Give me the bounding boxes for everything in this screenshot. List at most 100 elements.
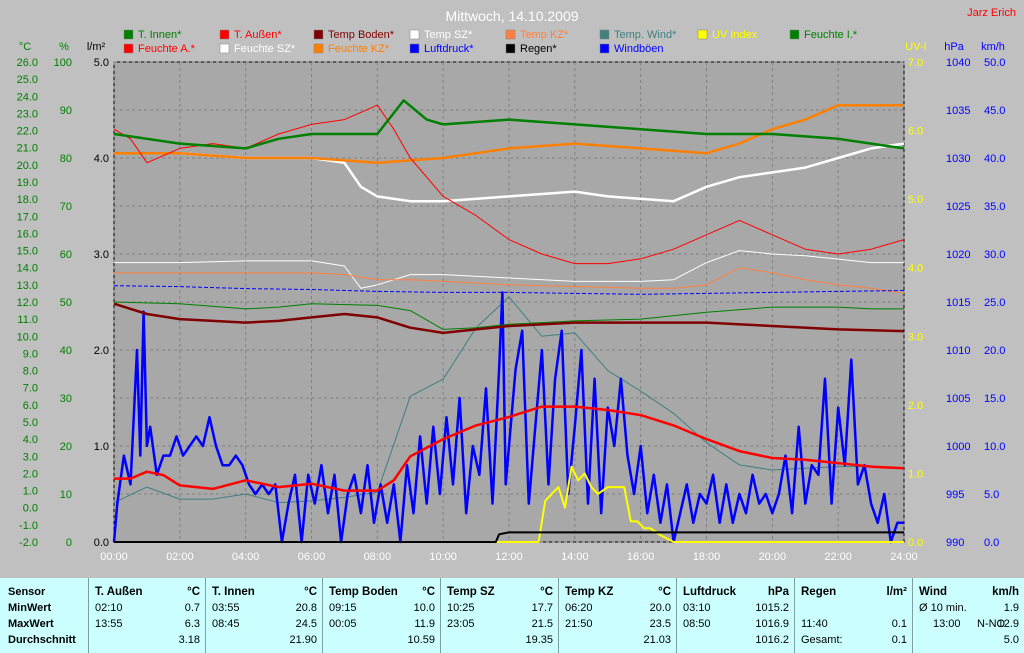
temp-tick-label: 24.0 <box>17 91 38 103</box>
stats-max-time: 23:05 <box>447 618 475 630</box>
temp-tick-label: 8.0 <box>23 366 38 378</box>
stats-column: Temp KZ °C 06:20 20.0 21:50 23.5 21.03 <box>558 578 677 653</box>
stats-min-time: 10:25 <box>447 602 475 614</box>
uv-tick-label: 2.0 <box>908 400 923 412</box>
legend-label: Regen* <box>520 43 557 55</box>
hum-tick-label: 40 <box>60 345 72 357</box>
legend-label: T. Innen* <box>138 29 182 41</box>
press-tick-label: 990 <box>946 537 964 549</box>
stats-column-unit: °C <box>540 586 553 598</box>
stats-min-value: 20.0 <box>649 602 671 614</box>
uv-tick-label: 4.0 <box>908 263 923 275</box>
legend-label: Feuchte SZ* <box>234 43 296 55</box>
legend-swatch <box>599 29 610 40</box>
stats-max-value: 12.9 <box>997 618 1019 630</box>
stats-min-value: 20.8 <box>295 602 317 614</box>
stats-max-value: 21.5 <box>531 618 553 630</box>
stats-min-time: 09:15 <box>329 602 357 614</box>
stats-min-time: 03:55 <box>212 602 240 614</box>
stats-column-unit: °C <box>658 586 671 598</box>
plot-area <box>112 61 905 544</box>
temp-tick-label: 6.0 <box>23 400 38 412</box>
temp-tick-label: -1.0 <box>19 520 38 532</box>
time-tick-label: 18:00 <box>693 551 721 563</box>
temp-tick-label: 16.0 <box>17 228 38 240</box>
legend-swatch <box>697 29 708 40</box>
wind-tick-label: 25.0 <box>984 297 1005 309</box>
hum-tick-label: 10 <box>60 489 72 501</box>
time-tick-label: 04:00 <box>232 551 260 563</box>
legend-swatch <box>505 43 516 54</box>
series-regen <box>114 531 904 543</box>
press-tick-label: 1010 <box>946 345 970 357</box>
legend-label: Feuchte I.* <box>804 29 858 41</box>
wind-tick-label: 45.0 <box>984 105 1005 117</box>
author-label: Jarz Erich <box>967 7 1016 19</box>
stats-avg-value: 5.0 <box>1003 634 1019 646</box>
uv-tick-label: 6.0 <box>908 126 923 138</box>
stats-max-time: 11:40 <box>801 618 828 630</box>
temp-tick-label: 11.0 <box>17 314 38 326</box>
temp-tick-label: 13.0 <box>17 280 38 292</box>
stats-column-unit: °C <box>304 586 317 598</box>
rain-tick-label: 2.0 <box>94 345 109 357</box>
stats-max-value: 1016.9 <box>755 618 789 630</box>
stats-max-time: 00:05 <box>329 618 357 630</box>
legend-label: Feuchte KZ* <box>328 43 390 55</box>
stats-column: Temp SZ °C 10:25 17.7 23:05 21.5 19.35 <box>440 578 559 653</box>
legend-label: Feuchte A.* <box>138 43 196 55</box>
rain-tick-label: 4.0 <box>94 153 109 165</box>
stats-max-direction: N-NO <box>977 618 1006 630</box>
temp-tick-label: 10.0 <box>17 331 38 343</box>
stats-column: T. Außen °C 02:10 0.7 13:55 6.3 3.18 <box>88 578 206 653</box>
legend-label: UV Index <box>712 29 758 41</box>
stats-column-name: T. Außen <box>95 586 143 598</box>
temp-tick-label: 14.0 <box>17 263 38 275</box>
temp-tick-label: 17.0 <box>17 211 38 223</box>
legend-swatch <box>409 43 420 54</box>
stats-row-labels: Sensor MinWert MaxWert Durchschnitt <box>0 578 88 653</box>
stats-column: Temp Boden °C 09:15 10.0 00:05 11.9 10.59 <box>322 578 441 653</box>
legend-swatch <box>789 29 800 40</box>
wind-tick-label: 5.0 <box>984 489 999 501</box>
temp-tick-label: 5.0 <box>23 417 38 429</box>
legend-label: Temp SZ* <box>424 29 473 41</box>
stats-max-time: 08:45 <box>212 618 240 630</box>
temp-tick-label: 23.0 <box>17 108 38 120</box>
hum-tick-label: 100 <box>54 57 72 69</box>
stats-column-name: Regen <box>801 586 837 598</box>
time-tick-label: 00:00 <box>100 551 128 563</box>
temp-tick-label: 12.0 <box>17 297 38 309</box>
stats-column-name: T. Innen <box>212 586 255 598</box>
uv-tick-label: 5.0 <box>908 194 923 206</box>
press-tick-label: 1015 <box>946 297 970 309</box>
y-axes: 26.0 25.0 24.0 23.0 22.0 21.0 20.0 19.0 18.0 17.0… <box>17 57 1006 549</box>
uv-tick-label: 0.0 <box>908 537 923 549</box>
stats-max-value: 23.5 <box>649 618 671 630</box>
stats-column-name: Wind <box>919 586 947 598</box>
stats-max-value: 24.5 <box>295 618 317 630</box>
stats-avg-value: 0.1 <box>891 634 907 646</box>
press-tick-label: 1025 <box>946 201 970 213</box>
legend-swatch <box>313 43 324 54</box>
rain-unit-label: l/m² <box>87 41 106 53</box>
wind-tick-label: 35.0 <box>984 201 1005 213</box>
legend-swatch <box>313 29 324 40</box>
stats-row-label: MinWert <box>8 602 52 614</box>
stats-min-value: 0.7 <box>184 602 200 614</box>
uv-unit-label: UV-I <box>905 41 926 53</box>
stats-row-label: Sensor <box>8 586 46 598</box>
temp-tick-label: 2.0 <box>23 468 38 480</box>
temp-tick-label: 19.0 <box>17 177 38 189</box>
stats-column: Regen l/m² 11:40 0.1 Gesamt: 0.1 <box>794 578 913 653</box>
stats-column-name: Temp KZ <box>565 586 614 598</box>
temp-tick-label: 22.0 <box>17 126 38 138</box>
stats-column: Wind km/h Ø 10 min. 1.9 13:00 N-NO 12.9 5.0 <box>912 578 1024 653</box>
legend-label: Temp. Wind* <box>614 29 677 41</box>
stats-column: T. Innen °C 03:55 20.8 08:45 24.5 21.90 <box>205 578 323 653</box>
hum-tick-label: 70 <box>60 201 72 213</box>
stats-avg-value: 10.59 <box>407 634 435 646</box>
temp-tick-label: 21.0 <box>17 143 38 155</box>
press-tick-label: 1040 <box>946 57 970 69</box>
hum-unit-label: % <box>59 41 69 53</box>
